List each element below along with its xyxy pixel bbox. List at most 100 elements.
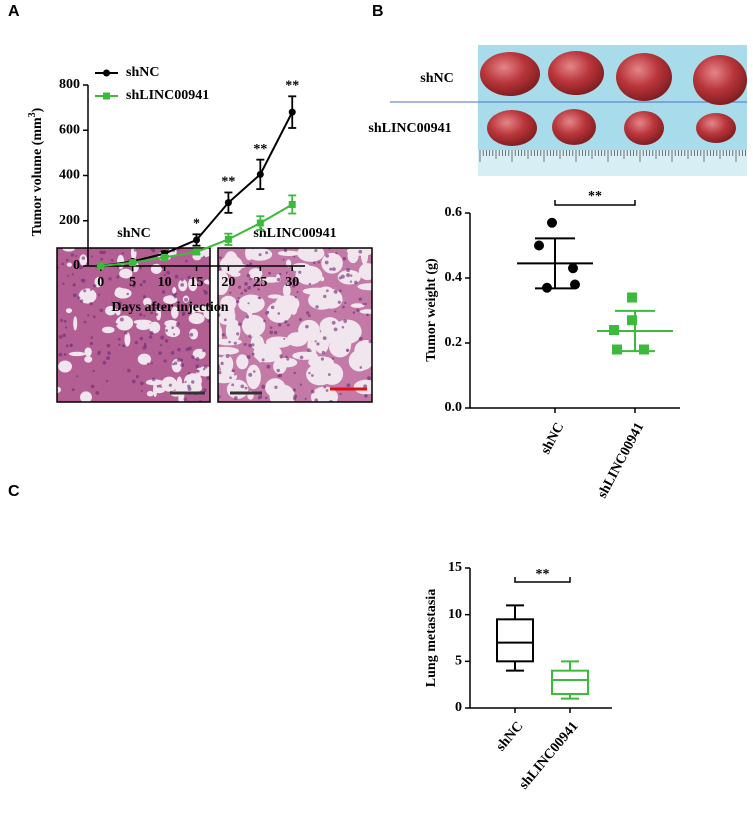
tissue-nucleus: [171, 326, 175, 330]
y-tick-label: 0.6: [445, 205, 463, 220]
tissue-nucleus: [352, 311, 356, 314]
tissue-nucleus: [223, 318, 227, 322]
tissue-nucleus: [266, 310, 270, 314]
tissue-nucleus: [159, 344, 163, 347]
tissue-hole: [218, 346, 240, 355]
y-axis-label: Tumor weight (g): [424, 258, 439, 362]
tissue-nucleus: [142, 279, 146, 284]
tissue-nucleus: [75, 375, 79, 378]
tissue-nucleus: [172, 333, 176, 336]
tissue-nucleus: [305, 324, 309, 329]
x-tick-label: shLINC00941: [595, 420, 647, 501]
tissue-nucleus: [62, 333, 67, 338]
marker: [97, 262, 105, 270]
tissue-hole: [105, 305, 117, 316]
tissue-nucleus: [263, 319, 266, 323]
tissue-nucleus: [251, 352, 255, 356]
tissue-hole: [267, 294, 282, 299]
tissue-nucleus: [187, 371, 191, 375]
x-tick-label: shNC: [494, 719, 527, 754]
tissue-nucleus: [67, 274, 70, 277]
y-label-suffix: ): [30, 107, 45, 112]
tissue-nucleus: [228, 340, 231, 344]
tissue-nucleus: [233, 396, 238, 401]
tissue-nucleus: [150, 362, 154, 365]
tissue-nucleus: [333, 289, 338, 294]
tissue-hole: [145, 379, 163, 386]
tissue-hole: [143, 297, 152, 307]
tissue-nucleus: [126, 292, 129, 296]
tissue-nucleus: [60, 318, 64, 322]
tissue-hole: [223, 297, 230, 320]
tissue-nucleus: [277, 312, 281, 315]
tissue-nucleus: [63, 319, 67, 323]
tissue-nucleus: [140, 389, 143, 392]
tissue-hole: [172, 287, 177, 294]
tissue-hole: [156, 307, 162, 321]
tissue-nucleus: [64, 326, 68, 329]
tissue-nucleus: [320, 357, 325, 361]
tissue-nucleus: [131, 379, 136, 384]
tissue-hole: [238, 294, 265, 314]
y-tick-label: 0.4: [445, 270, 463, 285]
marker: [627, 292, 637, 303]
tissue-hole: [295, 265, 323, 285]
tissue-hole: [62, 248, 76, 252]
tissue-nucleus: [322, 336, 327, 340]
tissue-nucleus: [315, 305, 319, 309]
tissue-nucleus: [158, 351, 162, 355]
tissue-nucleus: [187, 387, 192, 391]
tissue-nucleus: [346, 273, 351, 278]
x-tick-label: 10: [158, 275, 172, 290]
tissue-nucleus: [261, 384, 266, 389]
tissue-nucleus: [172, 293, 176, 297]
tissue-nucleus: [143, 314, 146, 317]
histology-image: [218, 248, 372, 402]
tissue-nucleus: [106, 356, 110, 361]
tissue-hole: [65, 308, 73, 314]
tissue-hole: [79, 254, 88, 266]
tissue-hole: [164, 320, 178, 327]
tissue-nucleus: [243, 288, 248, 293]
tissue-nucleus: [278, 373, 283, 378]
tissue-nucleus: [316, 342, 320, 346]
marker: [103, 69, 110, 77]
tissue-nucleus: [327, 373, 331, 376]
tissue-nucleus: [253, 370, 256, 373]
y-tick-label: 0: [73, 258, 80, 273]
tissue-nucleus: [176, 358, 181, 362]
tissue-hole: [275, 294, 300, 313]
tissue-hole: [78, 288, 97, 304]
y-tick-label: 5: [455, 654, 462, 669]
tissue-hole: [223, 251, 239, 275]
tissue-nucleus: [119, 317, 124, 322]
tissue-nucleus: [154, 306, 158, 310]
tissue-nucleus: [92, 315, 96, 319]
y-tick-label: 15: [448, 560, 462, 575]
y-tick-label: 400: [59, 168, 80, 183]
tissue-nucleus: [314, 248, 318, 253]
tissue-nucleus: [183, 397, 187, 401]
tissue-nucleus: [266, 364, 271, 369]
tissue-nucleus: [89, 301, 93, 306]
tissue-nucleus: [321, 350, 325, 355]
tissue-nucleus: [151, 248, 156, 253]
tissue-nucleus: [221, 333, 225, 337]
tissue-nucleus: [285, 271, 288, 274]
tissue-hole: [146, 390, 154, 397]
tissue-nucleus: [366, 313, 369, 317]
tissue-nucleus: [100, 257, 104, 261]
tissue-hole: [359, 309, 372, 314]
y-tick-label: 200: [59, 213, 80, 228]
tissue-nucleus: [133, 248, 137, 252]
marker: [570, 279, 580, 290]
tissue-nucleus: [177, 347, 181, 352]
legend-label: shLINC00941: [126, 88, 209, 103]
tissue-nucleus: [245, 315, 250, 319]
tissue-nucleus: [195, 364, 200, 369]
tissue-hole: [57, 386, 62, 393]
tumor-photo: [390, 45, 747, 176]
tissue-hole: [358, 263, 372, 281]
tissue-hole: [119, 268, 133, 279]
marker: [568, 263, 578, 274]
